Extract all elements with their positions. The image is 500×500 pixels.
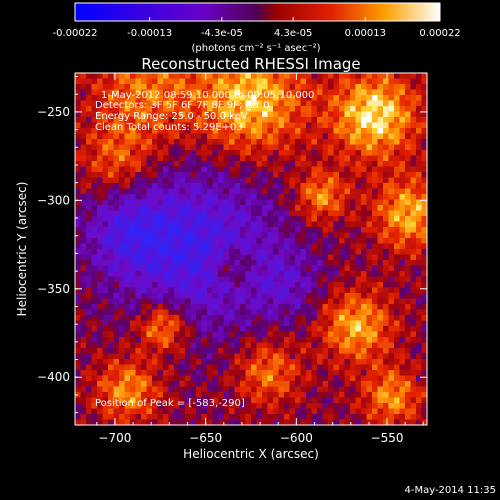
colorbar-tick-label: -0.00022 (53, 28, 98, 39)
x-tick-label: −550 (371, 431, 404, 445)
colorbar-ticks: -0.00022 -0.00013 -4.3e-05 4.3e-05 0.00013 0.… (53, 17, 461, 39)
y-axis-label: Heliocentric Y (arcsec) (15, 182, 29, 317)
heatmap (75, 73, 427, 425)
x-tick-label: −600 (280, 431, 313, 445)
annotation-energy: Energy Range: 25.0 - 50.0 keV (95, 111, 248, 122)
x-tick-label: −650 (189, 431, 222, 445)
annotation-block: 1-May-2012 08:59:10.000 to 09:05:10.000 … (95, 90, 314, 133)
y-tick-label: −350 (37, 282, 70, 296)
annotation-detectors: Detectors: 3F 5F 6F 7F 8F 9F; Att 0 (95, 100, 270, 111)
colorbar-tick-label: -0.00013 (127, 28, 172, 39)
y-tick-label: −400 (37, 370, 70, 384)
colorbar-tick-label: -4.3e-05 (201, 28, 243, 39)
annotation-clean: Clean Total counts: 5.29E+03 (95, 122, 243, 133)
colorbar-tick-label: 0.00022 (419, 28, 460, 39)
colorbar-tick-label: 0.00013 (345, 28, 386, 39)
chart-title: Reconstructed RHESSI Image (141, 55, 360, 73)
footer-timestamp: 4-May-2014 11:35 (404, 485, 496, 496)
x-tick-label: −700 (98, 431, 131, 445)
peak-position-label: Position of Peak = [-583,-290] (95, 398, 245, 409)
y-tick-label: −250 (37, 105, 70, 119)
annotation-time: 1-May-2012 08:59:10.000 to 09:05:10.000 (101, 90, 314, 101)
x-axis-label: Heliocentric X (arcsec) (183, 447, 319, 461)
colorbar-tick-label: 4.3e-05 (274, 28, 312, 39)
colorbar (74, 2, 441, 22)
colorbar-unit-label: (photons cm⁻² s⁻¹ asec⁻²) (191, 43, 320, 54)
plot-frame (74, 72, 428, 426)
y-tick-label: −300 (37, 193, 70, 207)
axis-ticks: −700 −650 −600 −550 −250 −300 −350 −400 (37, 73, 427, 445)
